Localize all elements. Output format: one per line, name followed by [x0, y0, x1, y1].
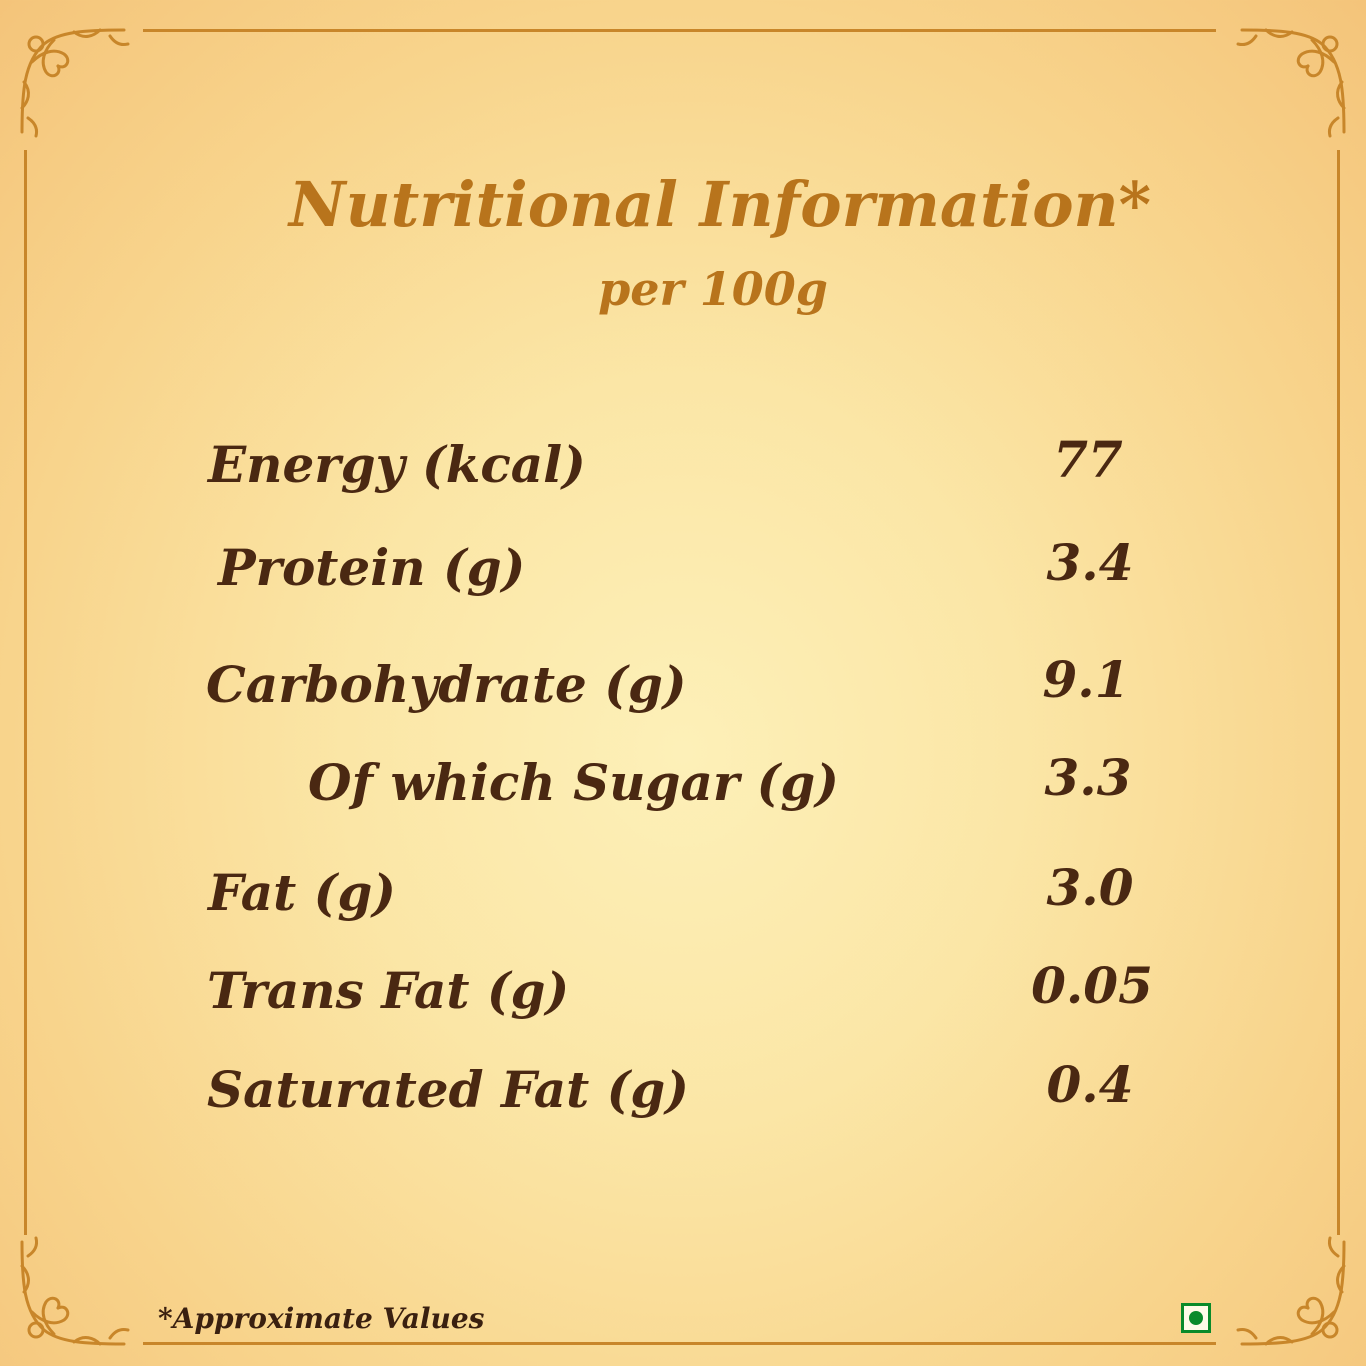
nutrient-value-carbohydrate: 9.1 [1042, 650, 1130, 709]
nutrient-label-trans-fat: Trans Fat (g) [207, 961, 570, 1020]
vegetarian-mark-icon [1181, 1303, 1211, 1333]
nutrient-label-protein: Protein (g) [218, 538, 526, 597]
nutrient-value-energy: 77 [1053, 430, 1123, 489]
page-subtitle: per 100g [598, 262, 828, 316]
nutrient-label-carbohydrate: Carbohydrate (g) [206, 655, 687, 714]
ornament-corner-icon [14, 1232, 134, 1352]
nutrient-value-trans-fat: 0.05 [1031, 956, 1153, 1015]
page-title: Nutritional Information* [288, 168, 1152, 241]
frame-bottom-line [143, 1342, 1216, 1345]
nutrient-value-protein: 3.4 [1046, 533, 1134, 592]
ornament-corner-icon [14, 22, 134, 142]
frame-left-line [24, 150, 27, 1235]
nutrient-value-fat: 3.0 [1046, 858, 1134, 917]
nutrient-label-fat: Fat (g) [208, 863, 396, 922]
nutrient-value-saturated-fat: 0.4 [1046, 1055, 1134, 1114]
nutrient-label-sugar: Of which Sugar (g) [308, 753, 839, 812]
nutrient-value-sugar: 3.3 [1044, 748, 1132, 807]
ornament-corner-icon [1232, 22, 1352, 142]
footnote: *Approximate Values [158, 1302, 485, 1335]
frame-right-line [1337, 150, 1340, 1235]
nutrient-label-saturated-fat: Saturated Fat (g) [207, 1060, 689, 1119]
frame-top-line [143, 29, 1216, 32]
nutrient-label-energy: Energy (kcal) [208, 435, 586, 494]
veg-dot [1189, 1311, 1203, 1325]
ornament-corner-icon [1232, 1232, 1352, 1352]
